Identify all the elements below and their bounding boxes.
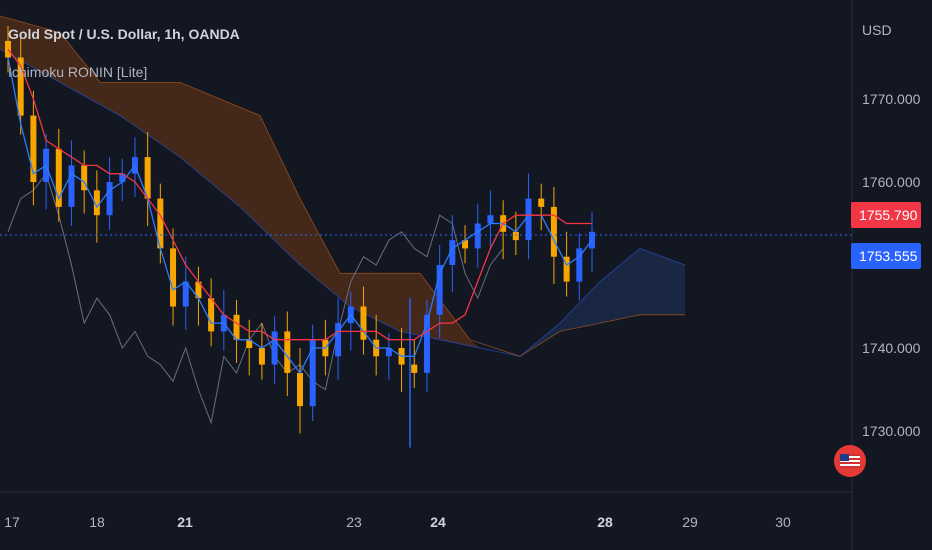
cloud-bullish <box>520 248 685 357</box>
symbol-title[interactable]: Gold Spot / U.S. Dollar, 1h, OANDA <box>8 26 240 42</box>
x-tick-label: 30 <box>775 514 791 530</box>
x-tick-label: 28 <box>597 514 613 530</box>
us-flag-icon[interactable] <box>834 445 866 477</box>
candle-body <box>487 215 494 224</box>
candle-body <box>576 248 583 282</box>
ichimoku-lines <box>7 48 593 375</box>
candle-body <box>284 331 291 373</box>
candle-body <box>246 339 253 348</box>
candle-body <box>563 256 570 282</box>
candle-body <box>436 265 443 315</box>
candle-body <box>297 372 303 407</box>
candle-body <box>170 248 177 307</box>
candle-body <box>93 190 100 216</box>
x-tick-label: 21 <box>177 514 193 530</box>
candle-body <box>30 115 37 182</box>
senkou-span-a <box>0 48 686 357</box>
candle-body <box>119 173 126 182</box>
candle-body <box>258 348 265 365</box>
senkou-span-b <box>0 15 685 357</box>
currency-label: USD <box>862 22 892 38</box>
candle-body <box>106 182 113 216</box>
x-tick-label: 18 <box>89 514 105 530</box>
price-axis[interactable]: USD 1770.000 1760.000 1740.000 1730.000 <box>862 22 921 439</box>
x-tick-label: 29 <box>682 514 698 530</box>
candle-body <box>309 339 316 407</box>
current-price-label: 1753.555 <box>851 243 921 269</box>
candle-body <box>474 223 481 249</box>
ichimoku-cloud <box>0 15 686 357</box>
candle-body <box>17 57 24 116</box>
candle-body <box>462 240 469 249</box>
candle-body <box>385 348 392 357</box>
x-tick-label: 23 <box>346 514 362 530</box>
cloud-bearish <box>0 16 480 348</box>
candle-body <box>271 331 278 365</box>
candle-body <box>550 206 557 257</box>
candle-body <box>512 231 519 241</box>
candle-body <box>208 298 215 332</box>
candle-body <box>157 198 164 249</box>
candle-body <box>360 306 367 340</box>
candle-body <box>68 165 75 207</box>
y-tick-label: 1730.000 <box>862 423 921 439</box>
candle-body <box>423 314 430 373</box>
candle-body <box>144 157 151 199</box>
tenkan-line <box>7 57 593 375</box>
candle-body <box>538 198 545 207</box>
kijun-line <box>7 48 592 341</box>
x-tick-label: 24 <box>430 514 446 530</box>
candle-body <box>195 281 202 299</box>
candle-body <box>411 364 418 373</box>
x-tick-label: 17 <box>4 514 20 530</box>
indicator-label[interactable]: Ichimoku RONIN [Lite] <box>8 64 148 80</box>
candle-body <box>449 240 456 265</box>
y-tick-label: 1770.000 <box>862 91 921 107</box>
candle-body <box>335 323 342 357</box>
candle-body <box>525 198 532 241</box>
candle-body <box>55 148 62 207</box>
y-tick-label: 1740.000 <box>862 340 921 356</box>
candle-body <box>81 165 88 191</box>
y-tick-label: 1760.000 <box>862 174 921 190</box>
candle-body <box>233 314 240 340</box>
time-axis[interactable]: 17 18 21 23 24 28 29 30 <box>4 514 791 530</box>
marked-price-label: 1755.790 <box>851 202 921 228</box>
candle-body <box>182 281 189 307</box>
